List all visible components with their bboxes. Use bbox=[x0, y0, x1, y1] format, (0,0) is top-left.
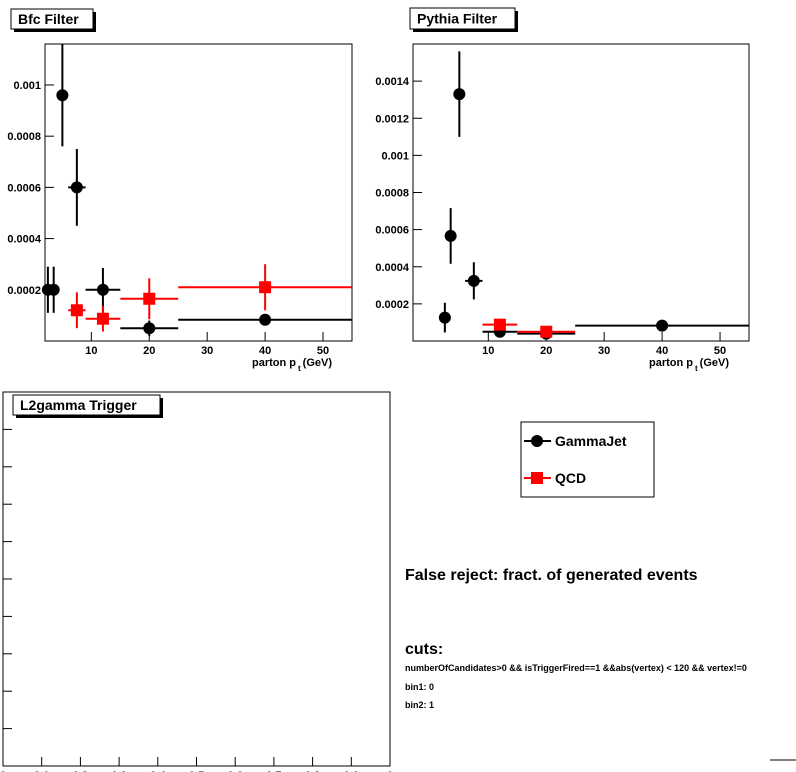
marker bbox=[70, 181, 83, 194]
x-tick-label: 0.8 bbox=[305, 770, 320, 772]
y-tick-label: 0.001 bbox=[13, 80, 41, 92]
x-tick-label: 0.4 bbox=[150, 770, 166, 772]
cuts-label: cuts: bbox=[405, 641, 443, 658]
y-tick-label: 0.0004 bbox=[375, 262, 410, 274]
y-tick-label: 0.0012 bbox=[375, 113, 409, 125]
frame bbox=[44, 43, 353, 342]
x-tick-label: 10 bbox=[482, 345, 494, 357]
bin-text: bin1: 0 bbox=[405, 682, 434, 692]
marker bbox=[96, 283, 109, 296]
legend-label: GammaJet bbox=[555, 433, 627, 449]
x-tick-label: 0.9 bbox=[344, 770, 359, 772]
y-tick-label: 0.0002 bbox=[375, 299, 409, 311]
x-tick-label: 30 bbox=[201, 345, 213, 357]
x-tick-label: 0.1 bbox=[34, 770, 49, 772]
x-tick-label: 1 bbox=[387, 770, 393, 772]
y-tick-label: 0.0008 bbox=[375, 188, 409, 200]
marker bbox=[438, 311, 451, 324]
y-tick-label: 0.0014 bbox=[375, 76, 410, 88]
title-box bbox=[12, 394, 161, 416]
x-tick-label: 50 bbox=[317, 345, 329, 357]
heading: False reject: fract. of generated events bbox=[405, 567, 698, 584]
legend-marker bbox=[531, 472, 543, 484]
y-tick-label: 0.0002 bbox=[7, 285, 41, 297]
marker bbox=[444, 229, 457, 242]
marker bbox=[467, 274, 480, 287]
x-tick-label: 0.3 bbox=[111, 770, 126, 772]
x-tick-label: 0.6 bbox=[228, 770, 243, 772]
marker bbox=[56, 89, 69, 102]
title: Bfc Filter bbox=[18, 11, 79, 27]
y-tick-label: 0.0004 bbox=[7, 234, 42, 246]
x-axis-label: parton p t (GeV) bbox=[252, 357, 332, 373]
marker bbox=[70, 304, 83, 317]
marker bbox=[493, 318, 506, 331]
title: Pythia Filter bbox=[417, 11, 498, 27]
title-box bbox=[10, 8, 94, 30]
x-tick-label: 50 bbox=[714, 345, 726, 357]
y-tick-label: 0.001 bbox=[381, 150, 409, 162]
marker bbox=[47, 283, 60, 296]
x-tick-label: 40 bbox=[259, 345, 271, 357]
marker bbox=[143, 322, 156, 335]
x-tick-label: 0.7 bbox=[266, 770, 281, 772]
x-tick-label: 40 bbox=[656, 345, 668, 357]
title: L2gamma Trigger bbox=[20, 397, 137, 413]
marker bbox=[453, 88, 466, 101]
marker bbox=[96, 312, 109, 325]
title-box bbox=[409, 7, 516, 30]
y-tick-label: 0.0006 bbox=[375, 225, 409, 237]
x-axis-label: parton p t (GeV) bbox=[649, 357, 729, 373]
legend-marker bbox=[531, 435, 543, 447]
y-tick-label: 0.0008 bbox=[7, 131, 41, 143]
x-tick-label: 0 bbox=[0, 770, 6, 772]
x-tick-label: 20 bbox=[143, 345, 155, 357]
x-tick-label: 20 bbox=[540, 345, 552, 357]
marker bbox=[259, 313, 272, 326]
marker bbox=[656, 319, 669, 332]
marker bbox=[259, 281, 272, 294]
bin-text: bin2: 1 bbox=[405, 700, 434, 710]
marker bbox=[540, 325, 553, 338]
marker bbox=[143, 292, 156, 305]
x-tick-label: 0.2 bbox=[73, 770, 88, 772]
legend-box bbox=[520, 421, 655, 498]
x-tick-label: 0.5 bbox=[189, 770, 204, 772]
y-tick-label: 0.0006 bbox=[7, 182, 41, 194]
legend-label: QCD bbox=[555, 470, 586, 486]
x-tick-label: 10 bbox=[85, 345, 97, 357]
cuts-text: numberOfCandidates>0 && isTriggerFired==… bbox=[405, 663, 747, 673]
x-tick-label: 30 bbox=[598, 345, 610, 357]
